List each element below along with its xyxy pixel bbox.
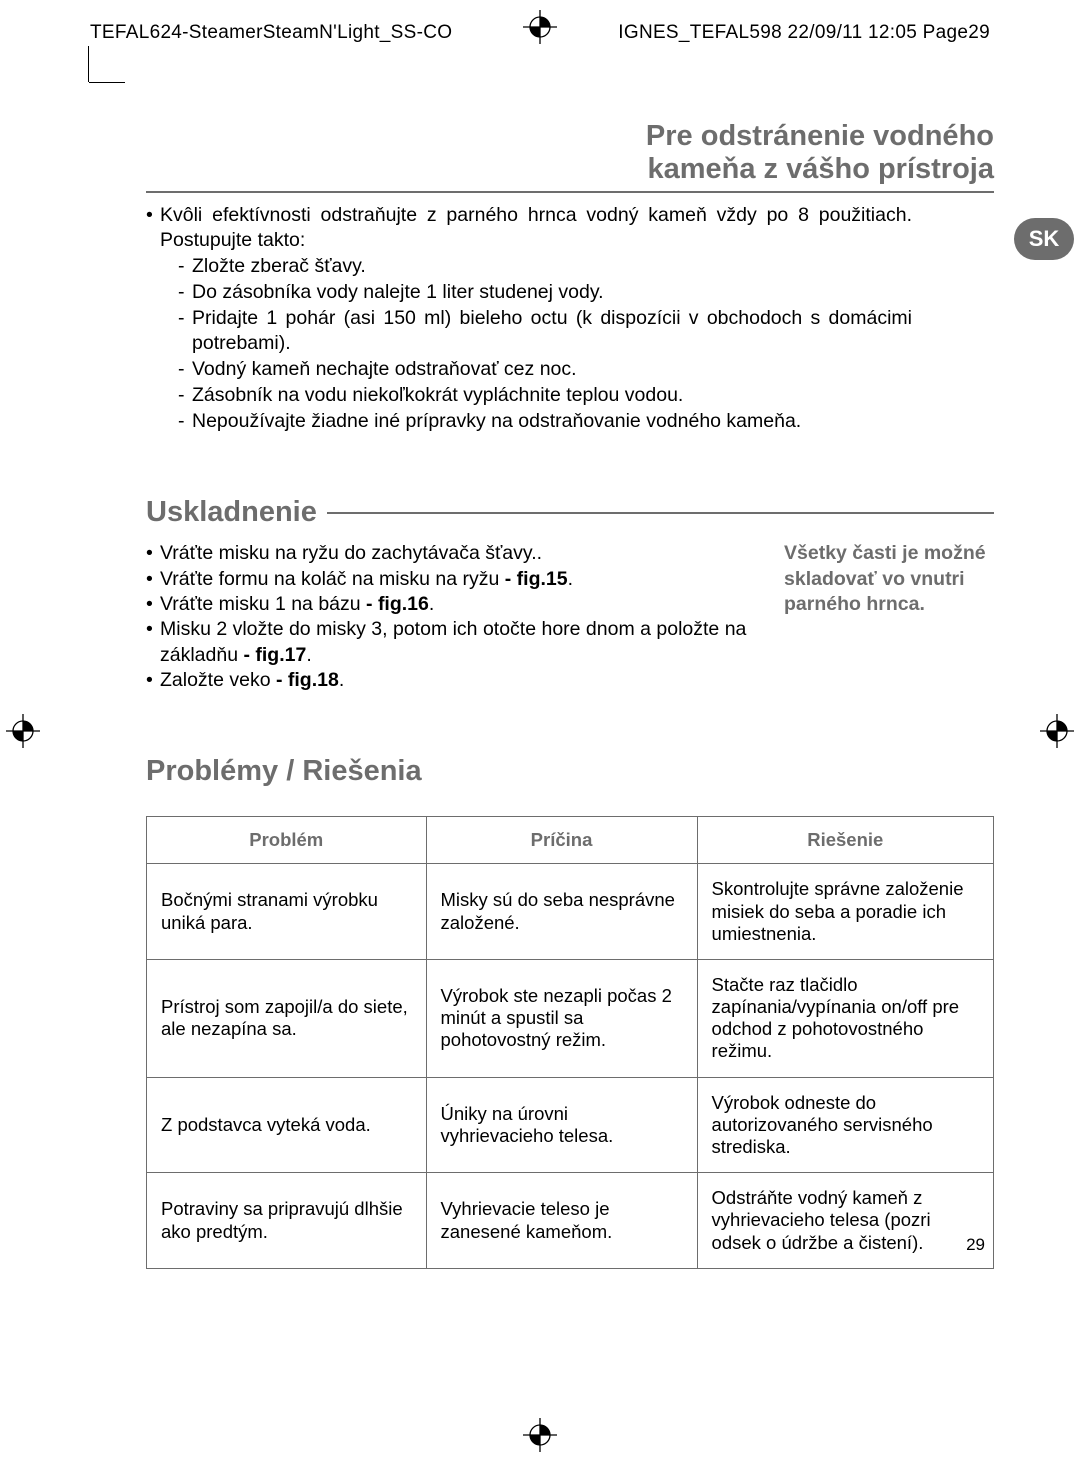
descale-list: Kvôli efektívnosti odstraňujte z parného… — [146, 203, 994, 435]
descale-intro: Kvôli efektívnosti odstraňujte z parného… — [146, 203, 912, 435]
cell-cause: Vyhrievacie teleso je zanesené kameňom. — [426, 1173, 697, 1269]
descale-step: Pridajte 1 pohár (asi 150 ml) bieleho oc… — [178, 306, 912, 357]
table-header-row: Problém Príčina Riešenie — [147, 817, 994, 864]
col-solution: Riešenie — [697, 817, 993, 864]
table-row: Potraviny sa pripravujú dlhšie ako predt… — [147, 1173, 994, 1269]
cell-solution: Skontrolujte správne založenie misiek do… — [697, 864, 993, 960]
registration-mark-bottom — [523, 1418, 557, 1452]
descale-step: Do zásobníka vody nalejte 1 liter studen… — [178, 280, 912, 306]
cell-problem: Z podstavca vyteká voda. — [147, 1077, 427, 1173]
troubleshoot-table: Problém Príčina Riešenie Bočnými stranam… — [146, 816, 994, 1268]
print-header-filename: TEFAL624-SteamerSteamN'Light_SS-CO — [90, 22, 452, 44]
print-header: TEFAL624-SteamerSteamN'Light_SS-CO IGNES… — [90, 22, 990, 44]
cell-cause: Výrobok ste nezapli počas 2 minút a spus… — [426, 959, 697, 1077]
storage-item: Vráťte misku na ryžu do zachytávača šťav… — [146, 541, 754, 566]
cell-cause: Misky sú do seba nesprávne založené. — [426, 864, 697, 960]
registration-mark-left — [6, 714, 40, 748]
descale-heading-line2: kameňa z vášho prístroja — [647, 153, 994, 185]
storage-item: Misku 2 vložte do misky 3, potom ich oto… — [146, 617, 754, 668]
crop-mark-top-left — [88, 46, 89, 82]
storage-item: Vráťte misku 1 na bázu - fig.16. — [146, 592, 754, 617]
cell-problem: Prístroj som zapojil/a do siete, ale nez… — [147, 959, 427, 1077]
descale-step: Zásobník na vodu niekoľkokrát vypláchnit… — [178, 383, 912, 409]
descale-step: Vodný kameň nechajte odstraňovať cez noc… — [178, 357, 912, 383]
storage-item: Založte veko - fig.18. — [146, 668, 754, 693]
descale-steps: Zložte zberač šťavy. Do zásobníka vody n… — [160, 254, 912, 434]
storage-list: Vráťte misku na ryžu do zachytávača šťav… — [146, 541, 754, 693]
page-number: 29 — [966, 1235, 985, 1255]
col-problem: Problém — [147, 817, 427, 864]
language-tab: SK — [1014, 218, 1074, 260]
print-header-suffix: IGNES_TEFAL598 22/09/11 12:05 Page29 — [618, 22, 990, 44]
cell-solution: Stačte raz tlačidlo zapínania/vypínania … — [697, 959, 993, 1077]
storage-side-note: Všetky časti je možné skladovať vo vnutr… — [784, 541, 994, 693]
cell-cause: Úniky na úrovni vyhrievacieho telesa. — [426, 1077, 697, 1173]
table-row: Prístroj som zapojil/a do siete, ale nez… — [147, 959, 994, 1077]
registration-mark-right — [1040, 714, 1074, 748]
descale-step: Zložte zberač šťavy. — [178, 254, 912, 280]
col-cause: Príčina — [426, 817, 697, 864]
storage-item: Vráťte formu na koláč na misku na ryžu -… — [146, 567, 754, 592]
cell-problem: Potraviny sa pripravujú dlhšie ako predt… — [147, 1173, 427, 1269]
cell-solution: Odstráňte vodný kameň z vyhrievacieho te… — [697, 1173, 993, 1269]
descale-heading-line1: Pre odstránenie vodného — [646, 120, 994, 152]
cell-solution: Výrobok odneste do autorizovaného servis… — [697, 1077, 993, 1173]
cell-problem: Bočnými stranami výrobku uniká para. — [147, 864, 427, 960]
troubleshoot-heading: Problémy / Riešenia — [146, 755, 994, 788]
descale-step: Nepoužívajte žiadne iné prípravky na ods… — [178, 409, 912, 435]
table-row: Z podstavca vyteká voda. Úniky na úrovni… — [147, 1077, 994, 1173]
storage-heading: Uskladnenie — [146, 496, 994, 529]
descale-heading: Pre odstránenie vodného kameňa z vášho p… — [146, 120, 994, 193]
heading-rule — [327, 512, 994, 515]
table-row: Bočnými stranami výrobku uniká para. Mis… — [147, 864, 994, 960]
